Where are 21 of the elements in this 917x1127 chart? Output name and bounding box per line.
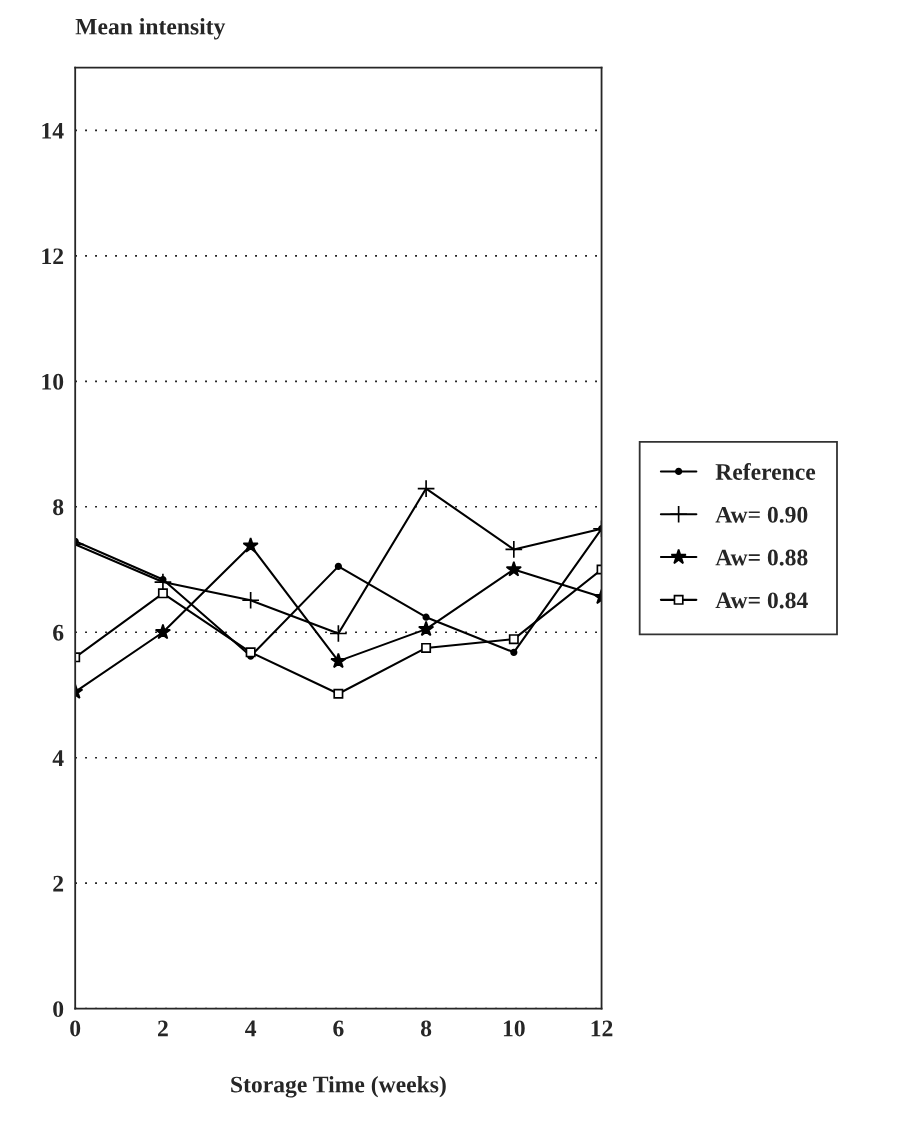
x-tick-label: 8 xyxy=(420,1020,432,1037)
y-tick-label: 4 xyxy=(52,750,64,766)
y-tick-label: 0 xyxy=(53,1001,64,1018)
x-tick-label: 10 xyxy=(503,1020,525,1037)
y-tick-label: 8 xyxy=(53,499,64,516)
legend-label: Aw= 0.84 xyxy=(715,592,808,609)
y-tick-label: 2 xyxy=(53,875,64,892)
x-tick-label: 2 xyxy=(158,1020,168,1037)
x-tick-label: 12 xyxy=(591,1020,613,1037)
x-tick-label: 4 xyxy=(245,1020,257,1037)
x-tick-label: 0 xyxy=(70,1020,81,1037)
legend-label: Aw= 0.90 xyxy=(715,506,808,523)
y-axis-title: Mean intensity xyxy=(75,17,226,40)
y-tick-label: 6 xyxy=(53,624,64,641)
y-tick-label: 12 xyxy=(42,248,64,265)
x-axis-title: Storage Time (weeks) xyxy=(231,1075,446,1098)
legend-label: Reference xyxy=(715,463,816,480)
legend-label: Aw= 0.88 xyxy=(715,549,808,566)
x-tick-label: 6 xyxy=(333,1020,344,1037)
y-tick-label: 10 xyxy=(42,373,64,390)
y-tick-label: 14 xyxy=(42,122,64,139)
